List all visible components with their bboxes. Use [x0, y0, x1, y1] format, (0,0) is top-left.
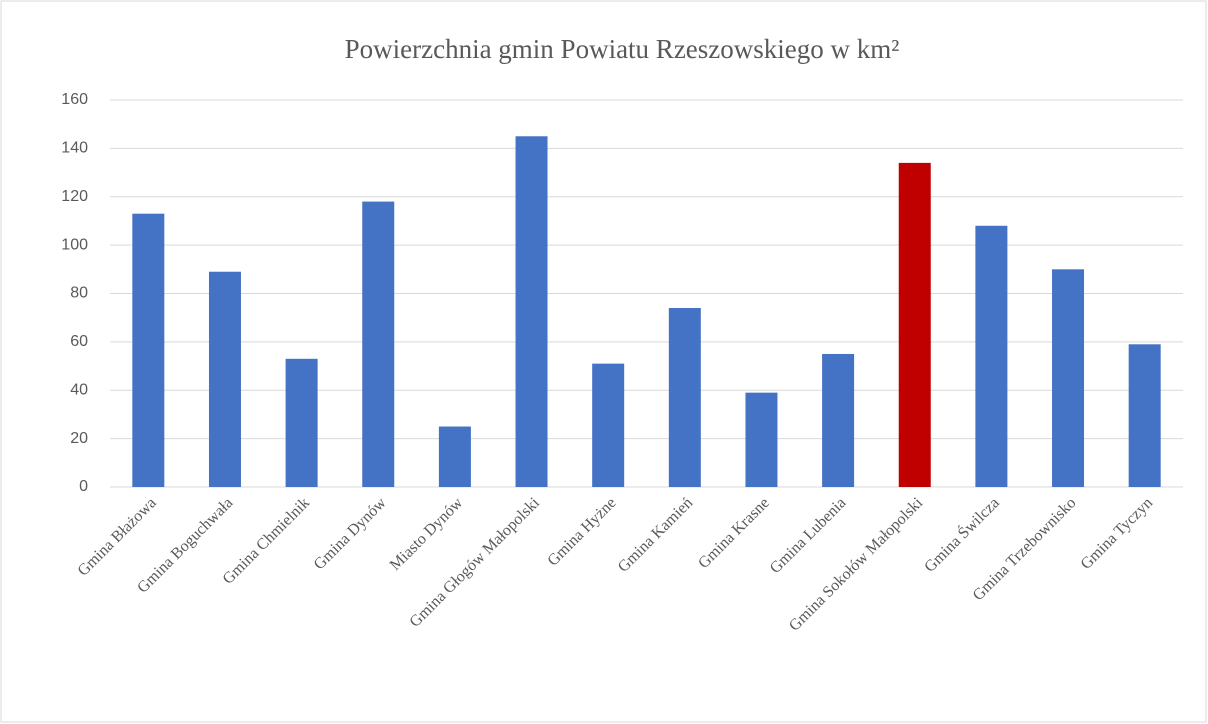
bar	[1128, 344, 1161, 487]
bar	[515, 136, 548, 487]
y-tick-label: 40	[70, 381, 88, 398]
bar	[745, 392, 778, 487]
y-tick-label: 160	[61, 91, 88, 108]
bar	[592, 363, 625, 487]
y-tick-label: 140	[61, 140, 88, 157]
y-tick-label: 100	[61, 236, 88, 253]
chart-title: Powierzchnia gmin Powiatu Rzeszowskiego …	[345, 34, 900, 64]
bar	[438, 426, 471, 487]
y-tick-label: 60	[70, 333, 88, 350]
y-tick-label: 20	[70, 430, 88, 447]
y-tick-label: 0	[79, 478, 88, 495]
bar	[132, 213, 165, 487]
bar	[668, 308, 701, 487]
bar	[822, 353, 855, 487]
bar	[1052, 269, 1085, 487]
y-tick-label: 80	[70, 285, 88, 302]
bar	[208, 271, 241, 487]
bar	[362, 201, 395, 487]
bar	[285, 358, 318, 487]
bar	[975, 225, 1008, 487]
bar	[898, 162, 931, 487]
y-tick-label: 120	[61, 188, 88, 205]
